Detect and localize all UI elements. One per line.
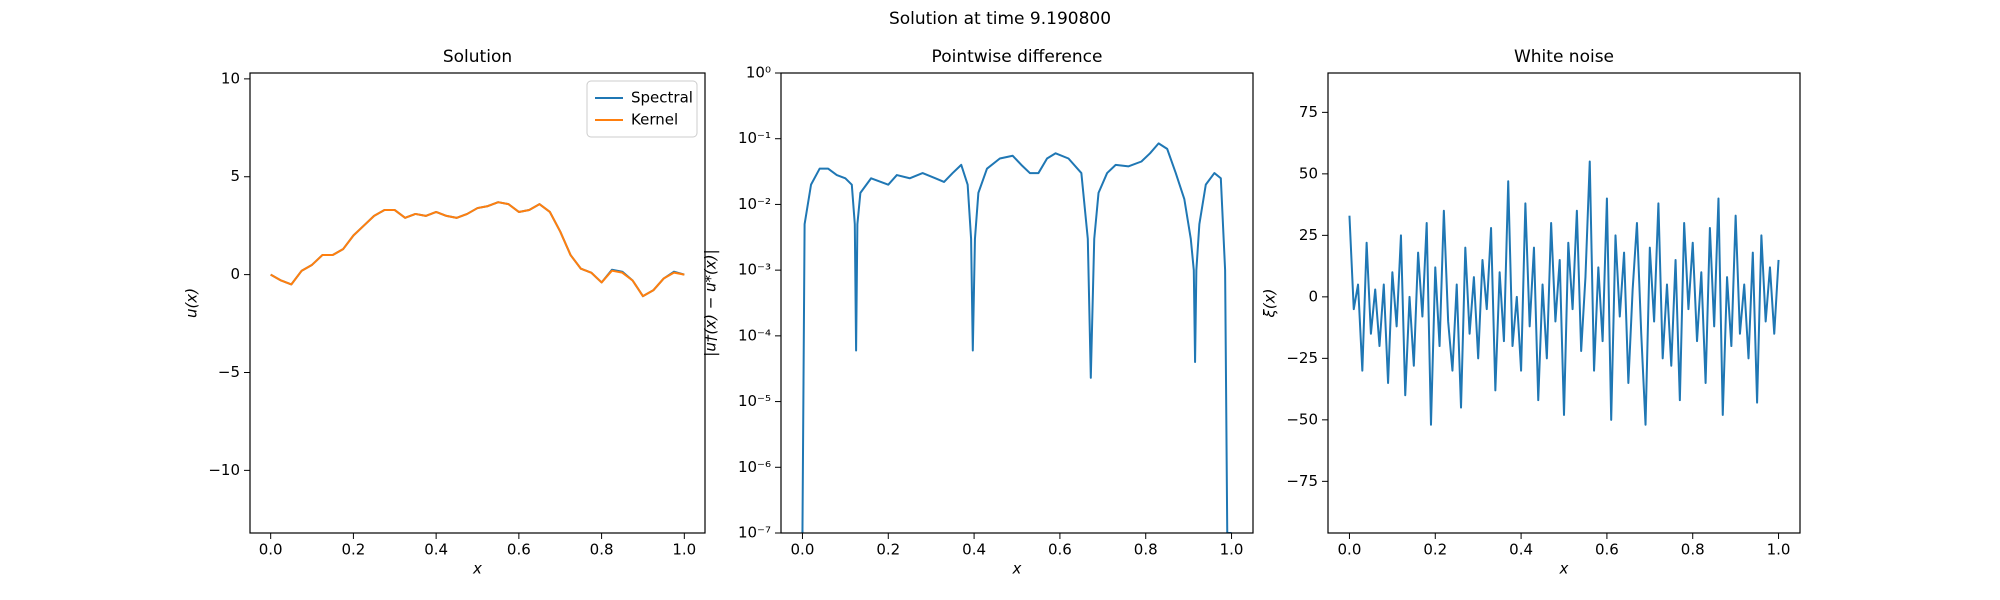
x-tick-label: 1.0 bbox=[1220, 541, 1244, 559]
y-tick-label: 10⁻³ bbox=[738, 261, 771, 279]
x-axis-label: x bbox=[1012, 560, 1022, 578]
axes-title: White noise bbox=[1514, 47, 1614, 67]
y-tick-label: 50 bbox=[1299, 164, 1318, 182]
y-tick-label: 10⁻⁴ bbox=[738, 326, 771, 344]
y-tick-label: 25 bbox=[1299, 226, 1318, 244]
y-tick-label: 0 bbox=[1308, 287, 1318, 305]
y-tick-label: 10⁻⁵ bbox=[738, 392, 771, 410]
y-tick-label: 0 bbox=[230, 265, 240, 283]
axes-frame bbox=[780, 72, 1254, 534]
x-tick-label: 0.4 bbox=[962, 541, 986, 559]
x-axis-label: x bbox=[1559, 560, 1569, 578]
y-tick-label: 5 bbox=[230, 167, 240, 185]
axes-frame bbox=[249, 72, 706, 534]
y-tick-label: −25 bbox=[1286, 349, 1318, 367]
axes-frame bbox=[1327, 72, 1801, 534]
x-tick-label: 0.4 bbox=[1509, 541, 1533, 559]
x-tick-label: 0.0 bbox=[1338, 541, 1362, 559]
x-tick-label: 0.2 bbox=[341, 541, 365, 559]
x-tick-label: 1.0 bbox=[672, 541, 696, 559]
y-tick-label: 10⁰ bbox=[746, 64, 771, 82]
legend-label: Kernel bbox=[631, 111, 678, 129]
x-tick-label: 1.0 bbox=[1767, 541, 1791, 559]
y-tick-label: 10⁻⁷ bbox=[738, 524, 771, 542]
y-tick-label: −10 bbox=[208, 461, 240, 479]
y-tick-label: 10⁻⁶ bbox=[738, 458, 771, 476]
x-tick-label: 0.2 bbox=[876, 541, 900, 559]
x-tick-label: 0.0 bbox=[791, 541, 815, 559]
x-tick-label: 0.2 bbox=[1423, 541, 1447, 559]
y-axis-label: ξ(x) bbox=[1261, 289, 1279, 319]
y-tick-label: 10⁻² bbox=[738, 195, 771, 213]
axes-title: Pointwise difference bbox=[932, 47, 1103, 67]
x-tick-label: 0.6 bbox=[1048, 541, 1072, 559]
y-axis-label: |u†(x) − u*(x)| bbox=[702, 249, 720, 356]
y-tick-label: 75 bbox=[1299, 103, 1318, 121]
axes-title: Solution bbox=[443, 47, 512, 67]
x-tick-label: 0.6 bbox=[507, 541, 531, 559]
line-series bbox=[801, 142, 1232, 533]
x-tick-label: 0.4 bbox=[424, 541, 448, 559]
legend-label: Spectral bbox=[631, 89, 693, 107]
y-tick-label: 10⁻¹ bbox=[738, 129, 771, 147]
x-tick-label: 0.0 bbox=[259, 541, 283, 559]
y-tick-label: 10 bbox=[221, 69, 240, 87]
x-tick-label: 0.8 bbox=[1134, 541, 1158, 559]
y-axis-label: u(x) bbox=[183, 288, 201, 318]
x-tick-label: 0.8 bbox=[1681, 541, 1705, 559]
x-tick-label: 0.8 bbox=[590, 541, 614, 559]
line-series bbox=[270, 201, 685, 298]
y-tick-label: −50 bbox=[1286, 410, 1318, 428]
y-tick-label: −5 bbox=[218, 363, 240, 381]
line-series bbox=[1348, 160, 1780, 426]
legend-box bbox=[586, 80, 698, 138]
x-tick-label: 0.6 bbox=[1595, 541, 1619, 559]
figure-title: Solution at time 9.190800 bbox=[889, 9, 1111, 29]
x-axis-label: x bbox=[472, 560, 482, 578]
y-tick-label: −75 bbox=[1286, 472, 1318, 490]
